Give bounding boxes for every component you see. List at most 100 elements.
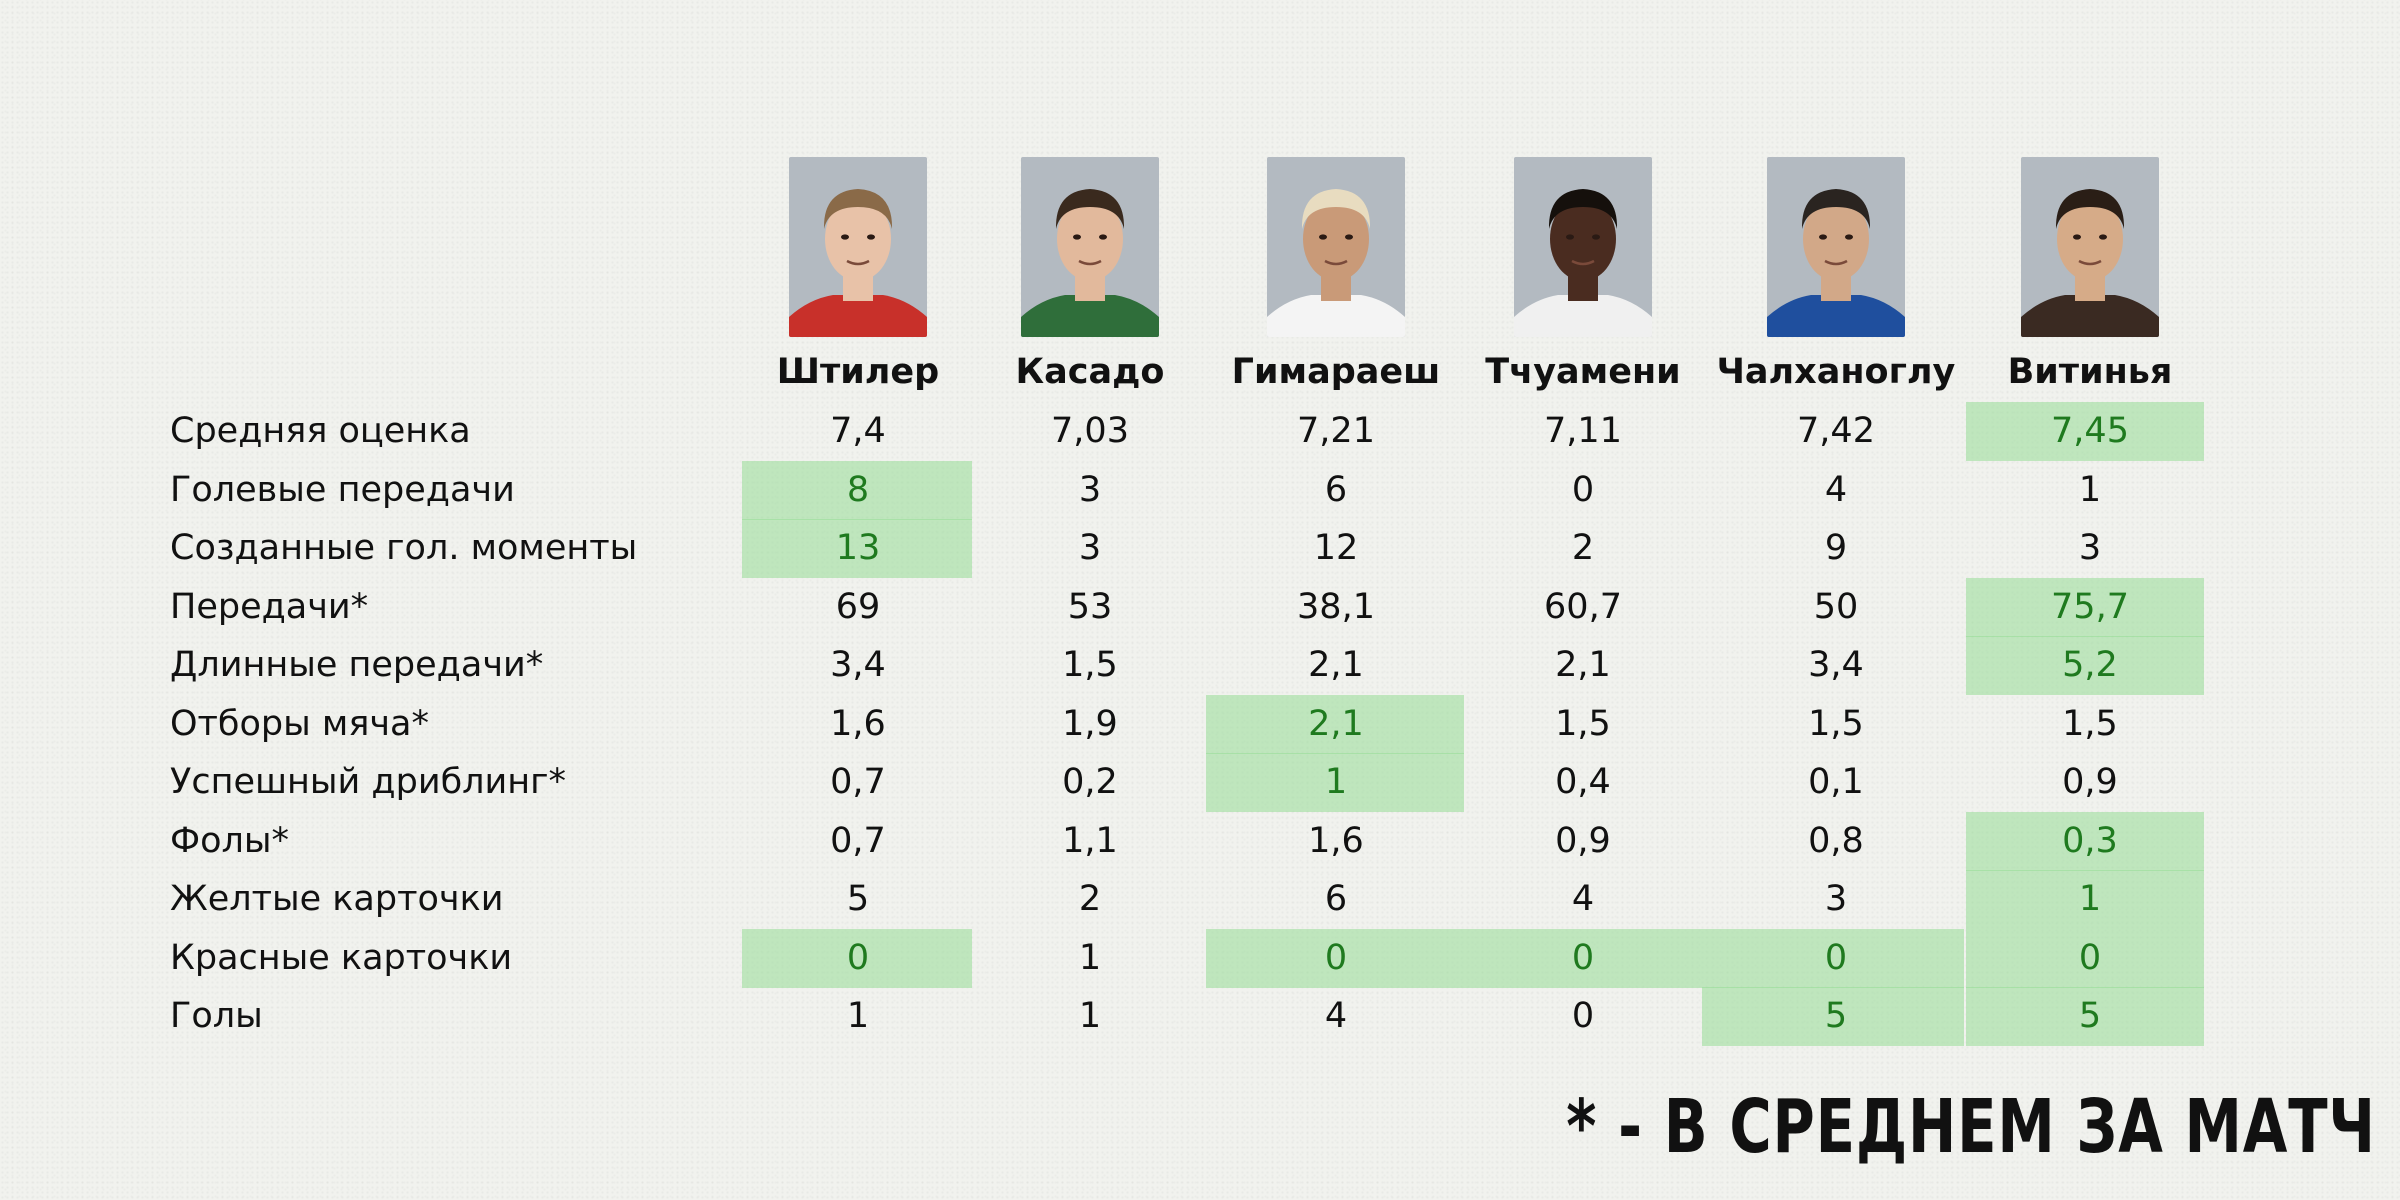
best-value-highlight <box>1966 402 2204 461</box>
stat-value: 3 <box>1078 469 1102 510</box>
stat-value: 50 <box>1813 586 1859 627</box>
player-photo <box>1767 157 1905 337</box>
stat-value: 1 <box>1078 937 1102 978</box>
player-photo <box>1267 157 1405 337</box>
player-name: Чалханоглу <box>1716 352 1956 392</box>
stat-label: Длинные передачи* <box>170 645 544 685</box>
stat-value: 2 <box>1078 879 1102 919</box>
stat-value: 2,1 <box>1555 645 1611 685</box>
best-value-highlight <box>1966 870 2204 929</box>
stat-value: 3,4 <box>1808 645 1864 685</box>
stat-value: 0,9 <box>2062 762 2118 802</box>
stat-value: 1 <box>2078 469 2102 510</box>
best-value-highlight <box>742 519 972 578</box>
stat-value: 7,21 <box>1297 411 1375 451</box>
stat-value: 9 <box>1824 528 1848 568</box>
stat-value: 3 <box>1824 879 1848 919</box>
stat-value: 13 <box>835 528 881 568</box>
best-value-highlight <box>1966 811 2204 871</box>
stat-value: 1 <box>2078 879 2102 919</box>
best-value-highlight <box>1464 928 1702 988</box>
stat-value: 6 <box>1324 469 1348 510</box>
stat-label: Успешный дриблинг* <box>170 762 567 802</box>
stat-value: 1,9 <box>1062 703 1118 744</box>
stat-value: 7,11 <box>1544 411 1622 451</box>
stat-value: 1,5 <box>1808 703 1864 744</box>
stat-value: 1 <box>1078 996 1102 1036</box>
stat-value: 3 <box>1078 528 1102 568</box>
stat-value: 0,9 <box>1555 820 1611 861</box>
stat-label: Голы <box>170 996 263 1036</box>
player-photo <box>2021 157 2159 337</box>
stat-label: Отборы мяча* <box>170 703 429 744</box>
best-value-highlight <box>742 928 972 988</box>
stat-value: 0,4 <box>1555 762 1611 802</box>
stat-value: 2,1 <box>1308 703 1364 744</box>
stat-value: 7,42 <box>1797 411 1875 451</box>
player-name: Касадо <box>1015 352 1165 392</box>
stat-value: 3,4 <box>830 645 886 685</box>
stat-value: 0,1 <box>1808 762 1864 802</box>
stat-value: 8 <box>846 469 870 510</box>
stat-label: Средняя оценка <box>170 411 471 451</box>
stat-value: 0,3 <box>2062 820 2118 861</box>
best-value-highlight <box>1966 928 2204 988</box>
footnote: * - В СРЕДНЕМ ЗА МАТЧ <box>1566 1084 2376 1170</box>
stat-value: 7,03 <box>1051 411 1129 451</box>
best-value-highlight <box>1966 577 2204 637</box>
stat-label: Созданные гол. моменты <box>170 528 638 568</box>
stat-value: 0 <box>1824 937 1848 978</box>
best-value-highlight <box>1702 928 1964 988</box>
best-value-highlight <box>742 460 972 520</box>
stat-value: 60,7 <box>1544 586 1622 627</box>
stat-value: 3 <box>2078 528 2102 568</box>
stat-value: 4 <box>1824 469 1848 510</box>
stat-value: 7,45 <box>2051 411 2129 451</box>
stat-value: 38,1 <box>1297 586 1375 627</box>
stat-value: 5,2 <box>2062 645 2118 685</box>
player-name: Гимараеш <box>1231 352 1441 392</box>
best-value-highlight <box>1206 753 1464 812</box>
stat-value: 4 <box>1324 996 1348 1036</box>
stat-value: 0 <box>1571 469 1595 510</box>
player-photo <box>1514 157 1652 337</box>
player-photo <box>1021 157 1159 337</box>
stat-value: 0,7 <box>830 820 886 861</box>
stat-value: 0,2 <box>1062 762 1118 802</box>
player-name: Тчуамени <box>1485 352 1681 392</box>
stat-value: 6 <box>1324 879 1348 919</box>
stat-label: Голевые передачи <box>170 469 515 510</box>
stat-value: 7,4 <box>830 411 886 451</box>
stat-value: 1,5 <box>2062 703 2118 744</box>
stat-label: Передачи* <box>170 586 369 627</box>
stat-value: 1,1 <box>1062 820 1118 861</box>
best-value-highlight <box>1966 987 2204 1046</box>
stat-value: 0 <box>1571 937 1595 978</box>
stat-label: Фолы* <box>170 820 290 861</box>
stat-value: 0 <box>1324 937 1348 978</box>
best-value-highlight <box>1206 928 1464 988</box>
stat-value: 1,5 <box>1062 645 1118 685</box>
stat-value: 75,7 <box>2051 586 2129 627</box>
stat-value: 2 <box>1571 528 1595 568</box>
stat-value: 1 <box>846 996 870 1036</box>
best-value-highlight <box>1702 987 1964 1046</box>
stat-value: 69 <box>835 586 881 627</box>
stat-value: 2,1 <box>1308 645 1364 685</box>
player-name: Витинья <box>2007 352 2173 392</box>
stat-value: 5 <box>1824 996 1848 1036</box>
stat-value: 12 <box>1313 528 1359 568</box>
player-name: Штилер <box>776 352 940 392</box>
stat-value: 4 <box>1571 879 1595 919</box>
stat-value: 0,7 <box>830 762 886 802</box>
best-value-highlight <box>1206 694 1464 754</box>
stat-value: 1,6 <box>1308 820 1364 861</box>
stat-label: Красные карточки <box>170 937 513 978</box>
stat-value: 5 <box>846 879 870 919</box>
stat-label: Желтые карточки <box>170 879 504 919</box>
stat-value: 53 <box>1067 586 1113 627</box>
stat-value: 0,8 <box>1808 820 1864 861</box>
stat-value: 1 <box>1324 762 1348 802</box>
stat-value: 0 <box>846 937 870 978</box>
